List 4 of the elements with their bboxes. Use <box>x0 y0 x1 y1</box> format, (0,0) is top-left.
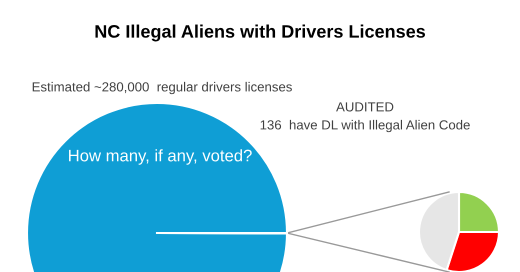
chart-title: NC Illegal Aliens with Drivers Licenses <box>95 24 425 42</box>
text: How many, if any, voted? <box>69 149 252 165</box>
text: Estimated ~280,000 regular drivers licenses <box>32 82 292 94</box>
text: AUDITED 136 have DL with Illegal Alien Code <box>260 102 470 132</box>
